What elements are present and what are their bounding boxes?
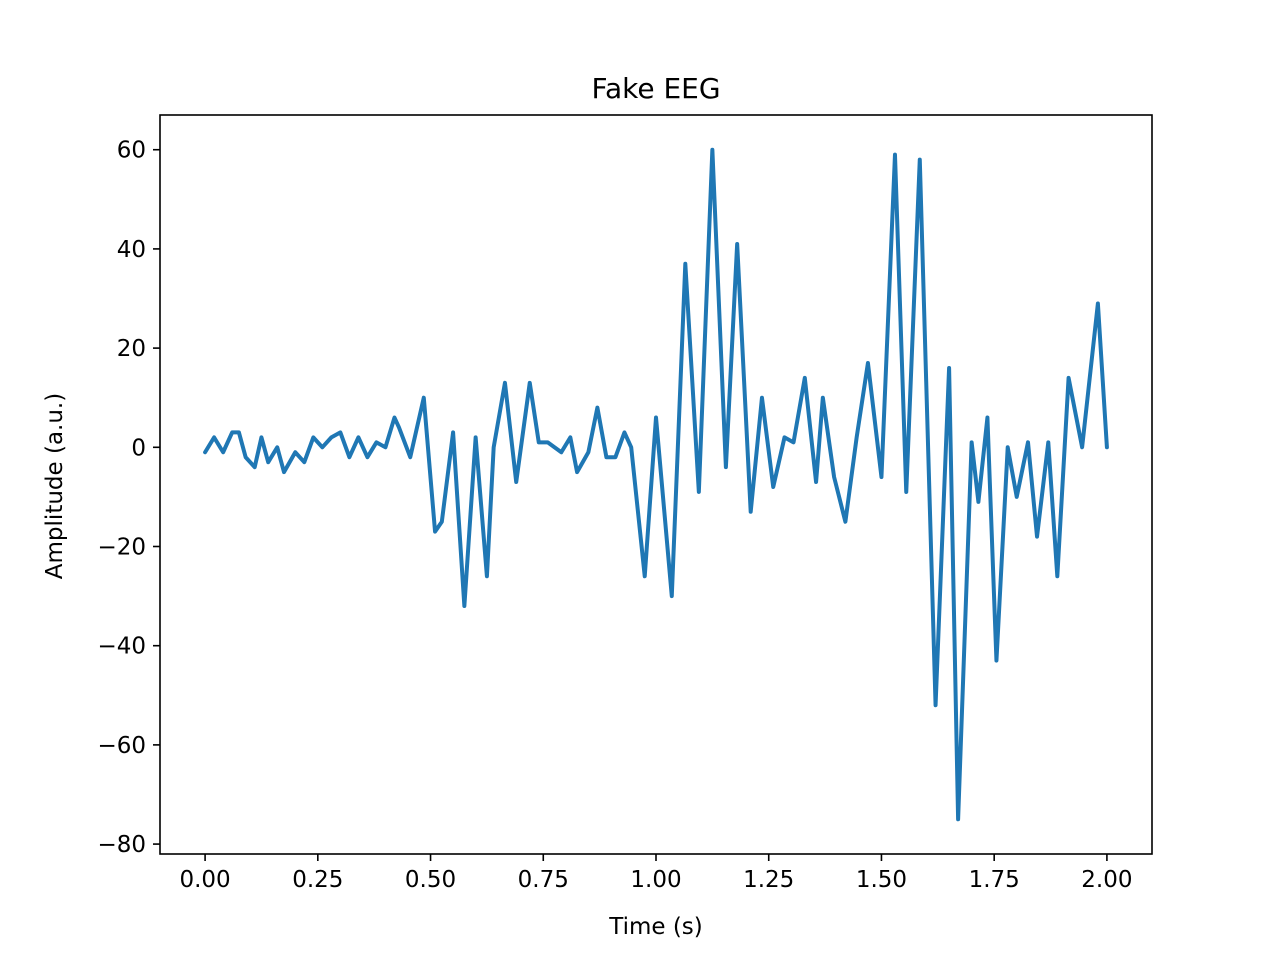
x-tick-label: 0.75 bbox=[518, 867, 569, 893]
x-tick-label: 1.75 bbox=[969, 867, 1020, 893]
x-axis: 0.00 0.25 0.50 0.75 1.00 1.25 1.50 1.75 2.00 bbox=[179, 854, 1133, 893]
x-tick-label: 0.00 bbox=[179, 867, 230, 893]
y-tick-label: −20 bbox=[97, 534, 146, 560]
x-tick-label: 1.25 bbox=[743, 867, 794, 893]
y-axis: −80 −60 −40 −20 0 20 40 60 bbox=[97, 138, 160, 858]
y-tick-label: 40 bbox=[117, 237, 146, 263]
y-tick-label: −40 bbox=[97, 634, 146, 660]
y-tick-label: 20 bbox=[117, 336, 146, 362]
x-tick-label: 2.00 bbox=[1081, 867, 1132, 893]
x-tick-label: 0.50 bbox=[405, 867, 456, 893]
y-axis-label: Amplitude (a.u.) bbox=[42, 393, 68, 579]
y-tick-label: 0 bbox=[131, 435, 146, 461]
y-tick-label: −60 bbox=[97, 733, 146, 759]
x-tick-label: 0.25 bbox=[292, 867, 343, 893]
chart-title: Fake EEG bbox=[591, 72, 720, 105]
x-axis-label: Time (s) bbox=[608, 914, 703, 940]
series-line-0 bbox=[203, 147, 1109, 822]
x-tick-label: 1.00 bbox=[630, 867, 681, 893]
x-tick-label: 1.50 bbox=[856, 867, 907, 893]
y-tick-label: −80 bbox=[97, 832, 146, 858]
y-tick-label: 60 bbox=[117, 138, 146, 164]
